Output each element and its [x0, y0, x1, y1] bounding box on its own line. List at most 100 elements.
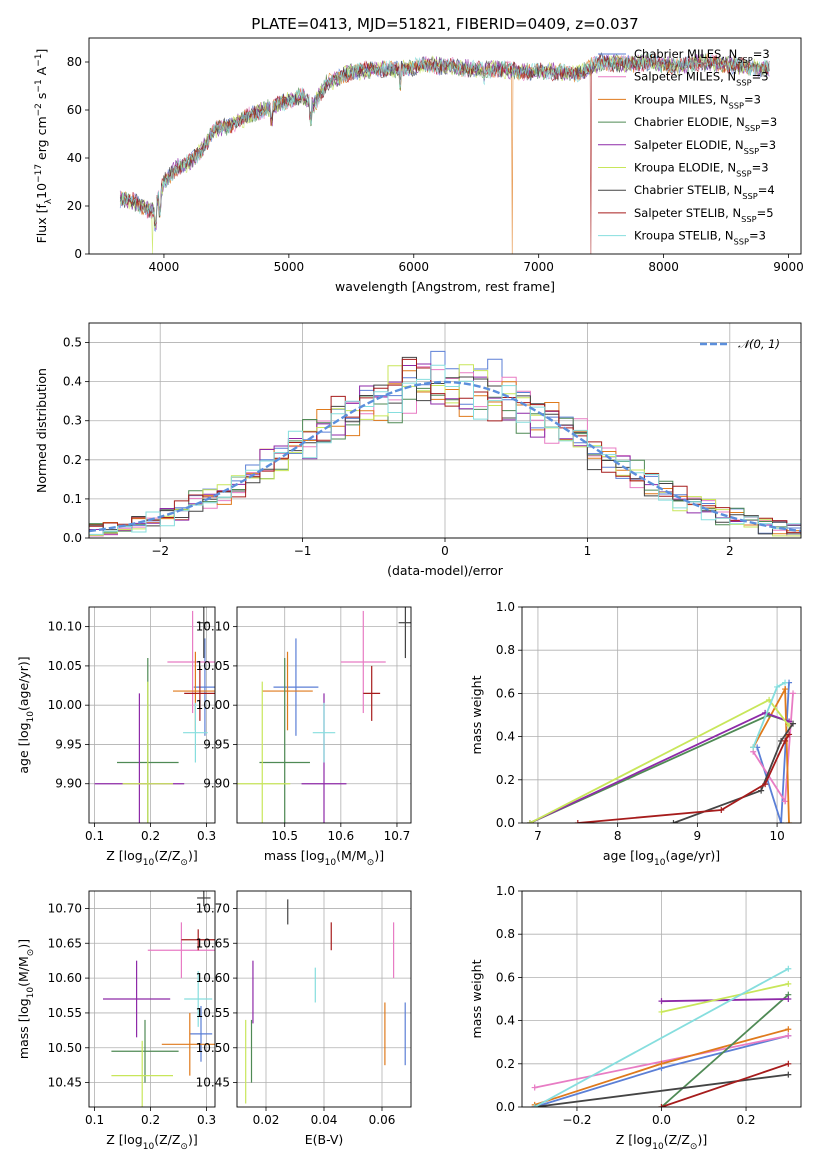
chart-mass-vs-z: 0.1 0.2 0.3 10.45 10.50 10.55 10.60 10.65 10.70 Z… [16, 890, 216, 1152]
y-tick-label: 0.2 [496, 773, 515, 787]
marker-kroupa-stelib [785, 965, 792, 972]
axes-frame [88, 890, 216, 1108]
marker-kroupa-elodie [785, 980, 792, 987]
marker-salpeter-elodie [785, 996, 792, 1002]
x-tick-label: 10.6 [327, 829, 354, 843]
y-tick-label: 10.00 [48, 698, 82, 712]
x-tick-label: 0.06 [369, 1113, 396, 1127]
y-tick-label: 10.55 [196, 1006, 230, 1020]
y-axis-label-group: mass weight [469, 959, 484, 1038]
plot-area [531, 965, 792, 1107]
errorbar-salpeter-stelib [184, 665, 215, 721]
x-axis-label: wavelength [Angstrom, rest frame] [335, 279, 555, 294]
marker-chabrier-stelib [670, 820, 677, 823]
errorbar-salpeter-stelib [181, 929, 215, 951]
errorbar-chabrier-stelib [398, 607, 411, 659]
x-axis-label: Z [log10(Z/Z⊙)] [616, 1132, 707, 1152]
x-tick-label: 9000 [773, 260, 804, 274]
x-tick-label: 7 [534, 829, 542, 843]
legend-label-kroupa-elodie: Kroupa ELODIE, NSSP=3 [634, 161, 769, 179]
y-tick-label: 10.05 [196, 659, 230, 673]
y-tick-label: 0.0 [496, 816, 515, 830]
legend-label-kroupa-stelib: Kroupa STELIB, NSSP=3 [634, 229, 766, 247]
line-salpeter-stelib [661, 1062, 789, 1107]
x-tick-label: 6000 [398, 260, 429, 274]
y-tick-label: 10.10 [196, 620, 230, 634]
marker-chabrier-miles [778, 820, 785, 823]
line-chabrier-elodie [529, 714, 790, 823]
marker-chabrier-stelib [758, 787, 765, 794]
errorbar-chabrier-miles [189, 1005, 213, 1062]
marker-salpeter-miles [531, 1084, 538, 1091]
line-salpeter-elodie [529, 711, 790, 823]
legend-label-kroupa-miles: Kroupa MILES, NSSP=3 [634, 92, 761, 110]
y-axis-label-group: Normed distribution [34, 368, 49, 493]
axes-frame [236, 606, 412, 824]
x-tick-label: 1 [584, 544, 592, 558]
x-axis-label: Z [log10(Z/Z⊙)] [106, 1132, 197, 1152]
marker-kroupa-stelib [774, 683, 781, 690]
plot-area [103, 891, 215, 1107]
y-tick-label: 9.95 [203, 737, 230, 751]
y-tick-label: 10.70 [196, 901, 230, 915]
x-axis-label: mass [log10(M/M⊙)] [264, 848, 384, 868]
y-tick-label: 80 [67, 55, 82, 69]
legend-label-salpeter-elodie: Salpeter ELODIE, NSSP=3 [634, 138, 776, 156]
x-tick-label: 0.3 [197, 1113, 216, 1127]
x-tick-label: 0.0 [652, 1113, 671, 1127]
chart-residuals: −2 −1 0 1 2 0.0 0.1 0.2 0.3 0.4 0.5 (data-model)/er… [34, 322, 802, 578]
x-tick-label: 0 [441, 544, 449, 558]
plot-area [119, 52, 770, 254]
y-axis-label: mass weight [469, 675, 484, 754]
y-tick-label: 0.0 [496, 1100, 515, 1114]
errorbar-chabrier-elodie [259, 658, 310, 823]
x-tick-label: −0.2 [562, 1113, 591, 1127]
plot-area [237, 607, 411, 823]
normal-curve [89, 380, 801, 533]
y-axis-label: Normed distribution [34, 368, 49, 493]
y-tick-label: 9.95 [55, 737, 82, 751]
legend-label-chabrier-miles: Chabrier MILES, NSSP=3 [634, 47, 770, 65]
y-tick-label: 10.05 [48, 659, 82, 673]
marker-kroupa-stelib [782, 679, 789, 686]
plot-area [245, 899, 406, 1104]
x-tick-label: 9 [694, 829, 702, 843]
axes-frame [88, 606, 216, 824]
errorbar-kroupa-elodie [122, 681, 173, 823]
axes-frame [88, 322, 802, 539]
spectrum-line-kroupa-stelib [120, 52, 770, 224]
marker-salpeter-stelib [785, 1060, 792, 1067]
legend-label-salpeter-miles: Salpeter MILES, NSSP=3 [634, 70, 769, 88]
errorbar-chabrier-miles [193, 638, 215, 736]
y-tick-label: 10.60 [196, 971, 230, 985]
y-tick-label: 20 [67, 199, 82, 213]
x-tick-label: 0.02 [253, 1113, 280, 1127]
x-tick-label: 8000 [648, 260, 679, 274]
marker-salpeter-stelib [782, 737, 789, 744]
y-tick-label: 0.3 [63, 414, 82, 428]
x-tick-label: 7000 [523, 260, 554, 274]
x-tick-label: 0.1 [85, 1113, 104, 1127]
x-tick-label: 10 [769, 829, 784, 843]
marker-kroupa-miles [782, 686, 789, 693]
x-axis-label: age [log10(age/yr)] [603, 848, 720, 868]
histogram-kroupa-stelib [89, 364, 801, 537]
errorbar-chabrier-miles [273, 638, 319, 736]
y-tick-label: 40 [67, 151, 82, 165]
marker-salpeter-stelib [574, 820, 581, 823]
marker-chabrier-stelib [790, 720, 797, 727]
y-tick-label: 10.10 [48, 620, 82, 634]
x-tick-label: 0.2 [141, 829, 160, 843]
y-axis-label-group: Flux [fλ10−17 erg cm−2 s−1 A−1] [34, 49, 54, 244]
y-tick-label: 60 [67, 103, 82, 117]
line-kroupa-stelib [534, 968, 789, 1107]
axes-frame [236, 890, 412, 1108]
chart-spectrum: 4000 5000 6000 7000 8000 9000 0 20 40 60 80 wavelen… [34, 15, 804, 294]
legend-label-salpeter-stelib: Salpeter STELIB, NSSP=5 [634, 206, 774, 224]
plot-area [526, 679, 797, 823]
y-tick-label: 0.8 [496, 643, 515, 657]
x-tick-label: 0.04 [311, 1113, 338, 1127]
x-tick-label: −2 [151, 544, 169, 558]
y-tick-label: 0.6 [496, 686, 515, 700]
